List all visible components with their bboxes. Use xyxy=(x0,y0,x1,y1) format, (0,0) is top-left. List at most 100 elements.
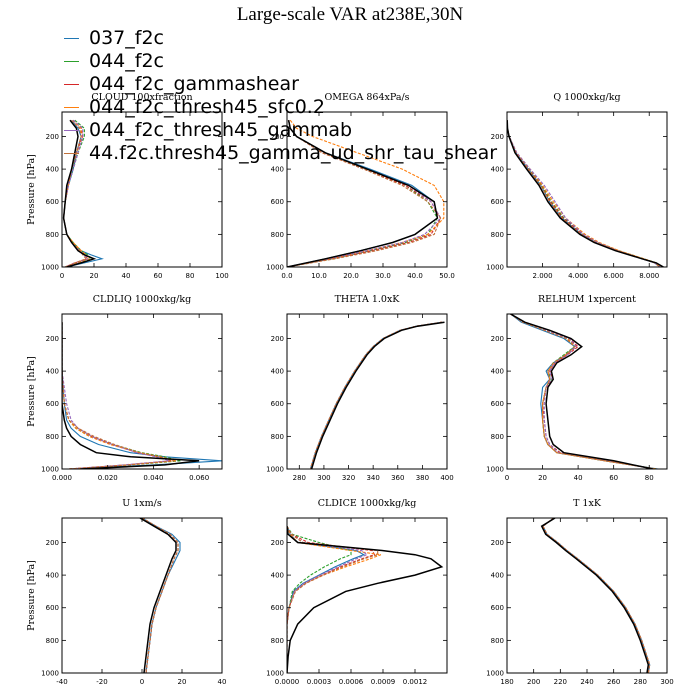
series-group xyxy=(540,518,651,673)
x-tick-label: 0.020 xyxy=(98,474,118,482)
y-tick-label: 1000 xyxy=(41,670,59,678)
y-tick-label: 800 xyxy=(46,231,59,239)
x-tick-label: 220 xyxy=(554,678,567,686)
panel-title: T 1xK xyxy=(573,498,602,509)
x-tick-label: 320 xyxy=(342,474,355,482)
panel-title: CLDLIQ 1000xkg/kg xyxy=(93,294,191,305)
plot-frame xyxy=(61,517,223,674)
x-tick-label: -20 xyxy=(96,678,107,686)
series-line-7 xyxy=(507,120,664,267)
series-line-1 xyxy=(62,322,222,469)
x-tick-label: 200 xyxy=(527,678,540,686)
y-tick-label: 400 xyxy=(491,572,504,580)
plot-frame xyxy=(286,517,448,674)
panel-title: THETA 1.0xK xyxy=(335,294,401,305)
legend-swatch xyxy=(64,107,79,108)
panel-title: CLDICE 1000xkg/kg xyxy=(318,498,417,509)
x-tick-label: 80 xyxy=(645,474,654,482)
x-tick-label: 30.0 xyxy=(375,272,391,280)
y-tick-label: 400 xyxy=(46,166,59,174)
y-tick-label: 800 xyxy=(271,433,284,441)
y-tick-label: 400 xyxy=(491,368,504,376)
x-tick-label: 280 xyxy=(293,474,306,482)
panel-title: CLOUD 100xfraction xyxy=(91,92,192,103)
panel-title: RELHUM 1xpercent xyxy=(538,294,636,305)
x-tick-label: 60 xyxy=(609,474,618,482)
legend-swatch xyxy=(64,153,79,154)
y-tick-label: 200 xyxy=(271,335,284,343)
x-tick-label: 0.0006 xyxy=(339,678,364,686)
y-tick-label: 600 xyxy=(46,400,59,408)
x-tick-label: 100 xyxy=(215,272,228,280)
legend-swatch xyxy=(64,84,79,85)
y-tick-label: 1000 xyxy=(266,264,284,272)
series-line-4 xyxy=(507,120,663,267)
series-line-7 xyxy=(62,322,200,469)
y-tick-label: 200 xyxy=(491,335,504,343)
x-tick-label: 20 xyxy=(538,474,547,482)
y-tick-label: 1000 xyxy=(266,466,284,474)
x-tick-label: 40 xyxy=(122,272,131,280)
legend-label: 044_f2c xyxy=(89,50,164,72)
y-tick-label: 400 xyxy=(46,368,59,376)
series-group xyxy=(62,119,104,267)
series-group xyxy=(510,314,659,469)
series-line-2 xyxy=(542,518,651,673)
x-tick-label: 0.0012 xyxy=(403,678,428,686)
x-tick-label: 0 xyxy=(60,272,64,280)
legend-swatch xyxy=(64,61,79,62)
panel-cloud: CLOUD 100xfraction Pressure [hPa] 0 20 40 60 8… xyxy=(26,92,229,280)
x-tick-label: -40 xyxy=(56,678,67,686)
series-line-3 xyxy=(510,314,655,469)
panel-title: Q 1000xkg/kg xyxy=(553,92,620,103)
panel-relhum: RELHUM 1xpercent 0 20 40 60 80 200 400 600 800 100… xyxy=(486,294,668,482)
x-tick-label: 380 xyxy=(416,474,429,482)
x-tick-label: 8.000 xyxy=(639,272,659,280)
y-tick-label: 1000 xyxy=(486,264,504,272)
x-tick-label: 360 xyxy=(391,474,404,482)
panel-q: Q 1000xkg/kg 2.000 4.000 6.000 8.000 200 400 60… xyxy=(486,92,668,280)
x-tick-label: 400 xyxy=(440,474,453,482)
plot-frame xyxy=(286,313,448,470)
legend-label: 037_f2c xyxy=(89,27,164,49)
legend-swatch xyxy=(64,38,79,39)
x-tick-label: 0.000 xyxy=(52,474,72,482)
x-tick-label: 180 xyxy=(500,678,513,686)
x-tick-label: 240 xyxy=(580,678,593,686)
y-tick-label: 600 xyxy=(46,198,59,206)
y-tick-label: 800 xyxy=(46,433,59,441)
series-line-6 xyxy=(507,120,661,267)
y-tick-label: 400 xyxy=(271,368,284,376)
series-line-5 xyxy=(510,314,655,469)
series-line-3 xyxy=(507,120,662,267)
series-group xyxy=(62,322,222,469)
panel-theta: THETA 1.0xK 280 300 320 340 360 380 400 200 400 60… xyxy=(266,294,454,482)
series-line-7 xyxy=(510,314,653,469)
series-line-6 xyxy=(141,518,179,673)
series-line-7 xyxy=(540,518,650,673)
series-group xyxy=(287,525,444,673)
x-tick-label: 0.040 xyxy=(143,474,163,482)
panel-cldice: CLDICE 1000xkg/kg 0.0000 0.0003 0.0006 0.000… xyxy=(266,498,448,686)
series-line-5 xyxy=(542,518,651,673)
x-tick-label: 40.0 xyxy=(407,272,423,280)
series-line-5 xyxy=(507,120,661,267)
panel-omega: OMEGA 864xPa/s 0.0 10.0 20.0 30.0 40.0 50.0 200… xyxy=(266,92,455,280)
x-tick-label: 20.0 xyxy=(343,272,359,280)
y-tick-label: 600 xyxy=(271,400,284,408)
series-line-7 xyxy=(62,119,97,267)
series-group xyxy=(139,518,181,673)
y-tick-label: 600 xyxy=(46,604,59,612)
y-axis-label: Pressure [hPa] xyxy=(26,560,37,631)
x-tick-label: 20 xyxy=(90,272,99,280)
legend-label: 044_f2c_thresh45_gammab xyxy=(89,119,353,141)
series-line-2 xyxy=(287,525,352,673)
x-tick-label: 340 xyxy=(366,474,379,482)
series-group xyxy=(507,120,664,267)
x-tick-label: 280 xyxy=(634,678,647,686)
y-tick-label: 200 xyxy=(46,335,59,343)
series-line-6 xyxy=(62,322,175,469)
plot-frame xyxy=(506,313,668,470)
plot-frame xyxy=(286,111,448,268)
